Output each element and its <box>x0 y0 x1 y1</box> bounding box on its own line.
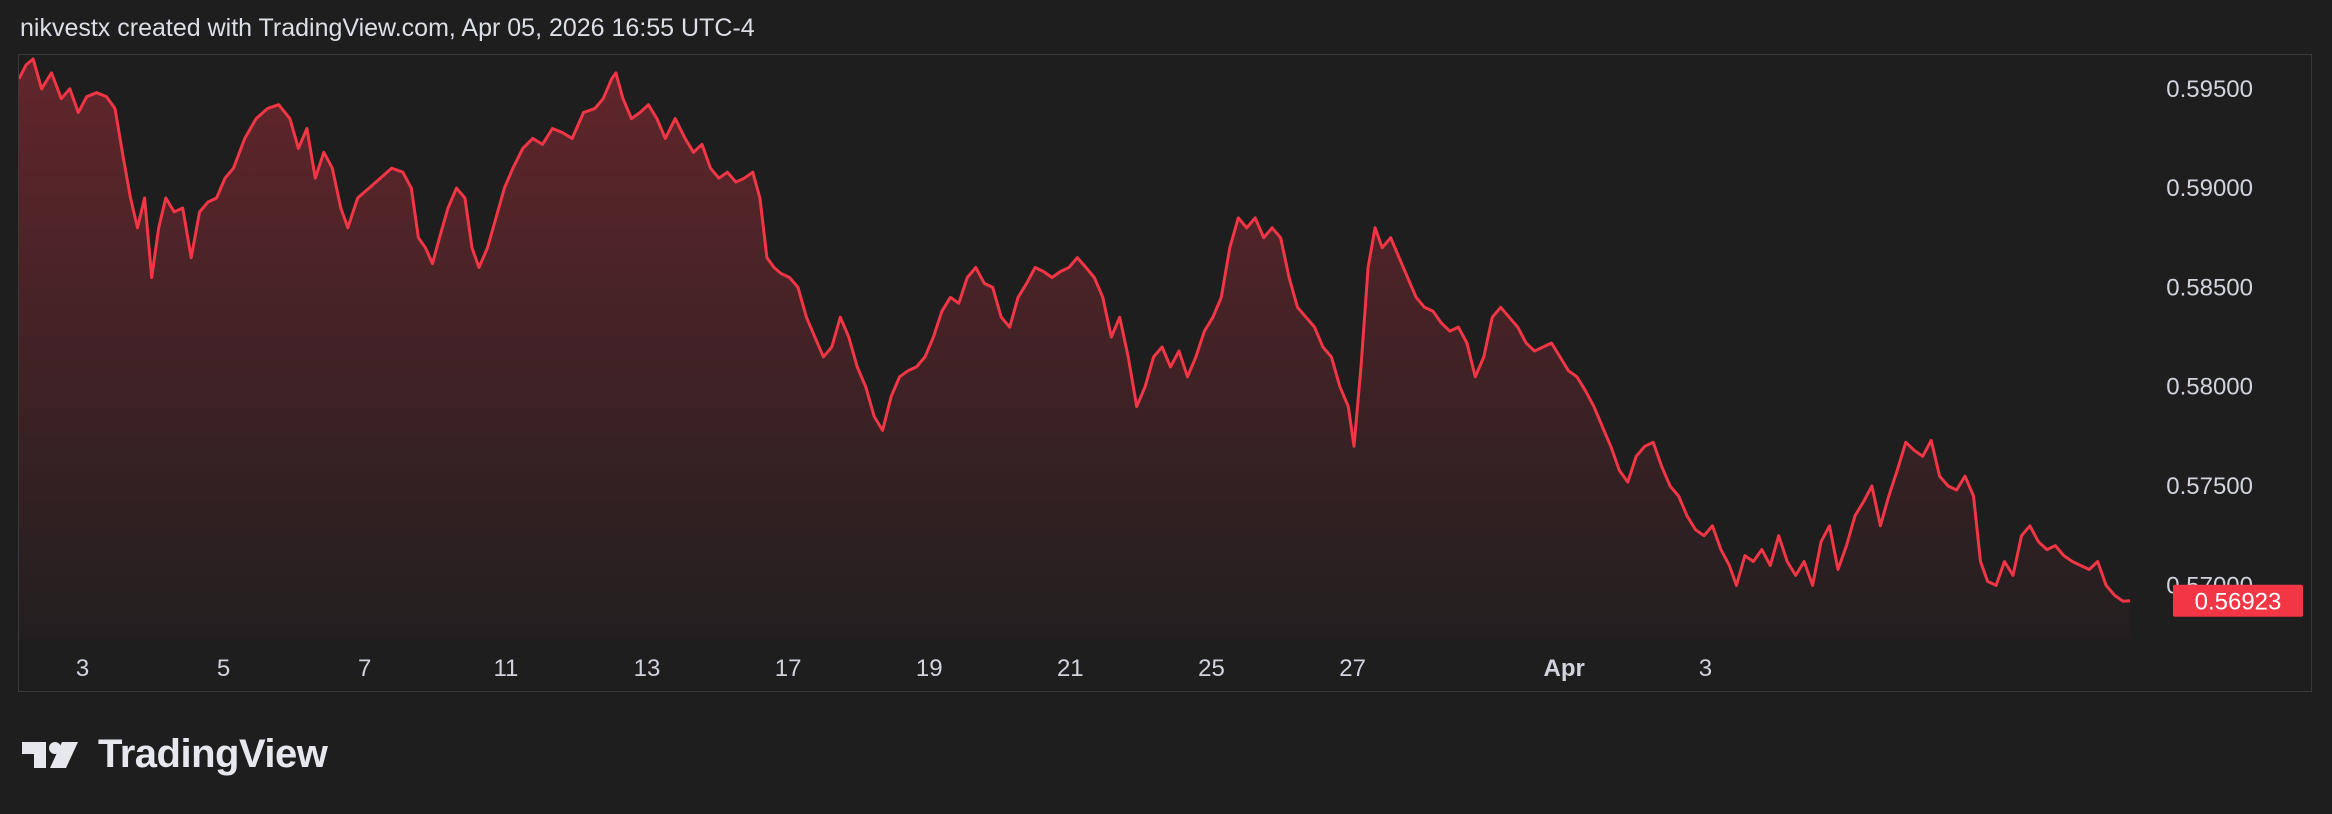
chart-attribution: nikvestx created with TradingView.com, A… <box>20 14 755 42</box>
tradingview-wordmark: TradingView <box>98 732 328 776</box>
x-tick-label: 7 <box>358 655 371 682</box>
x-tick-label: 11 <box>493 655 518 682</box>
y-tick-label: 0.57500 <box>2166 473 2253 500</box>
x-tick-label: Apr <box>1544 655 1585 682</box>
x-tick-label: 13 <box>634 655 661 682</box>
chart-area[interactable]: 0.595000.590000.585000.580000.575000.570… <box>18 54 2312 692</box>
price-chart: 0.595000.590000.585000.580000.575000.570… <box>19 57 2303 682</box>
price-series-line <box>19 57 2131 603</box>
y-tick-label: 0.59000 <box>2166 175 2253 202</box>
x-axis: 3 5 7 11 13 17 19 21 25 27 Apr 3 <box>76 655 1712 682</box>
y-tick-label: 0.59500 <box>2166 76 2253 103</box>
x-tick-label: 3 <box>76 655 89 682</box>
x-tick-label: 5 <box>217 655 230 682</box>
x-tick-label: 21 <box>1057 655 1084 682</box>
y-tick-label: 0.58000 <box>2166 374 2253 401</box>
x-tick-label: 19 <box>916 655 943 682</box>
x-tick-label: 25 <box>1198 655 1225 682</box>
last-price-label: 0.56923 <box>2195 589 2282 616</box>
y-axis: 0.595000.590000.585000.580000.575000.570… <box>2166 76 2253 600</box>
last-price-badge <box>2173 584 2303 617</box>
tradingview-logo-icon <box>22 741 78 768</box>
price-line-layer <box>19 57 2131 603</box>
area-fill-layer <box>19 59 2131 639</box>
x-tick-label: 27 <box>1339 655 1366 682</box>
y-tick-label: 0.58500 <box>2166 274 2253 301</box>
last-price-layer: 0.56923 <box>2173 584 2303 617</box>
tradingview-logo[interactable]: TradingView <box>22 732 328 777</box>
x-tick-label: 17 <box>775 655 802 682</box>
price-area-fill <box>19 59 2131 639</box>
x-tick-label: 3 <box>1699 655 1712 682</box>
